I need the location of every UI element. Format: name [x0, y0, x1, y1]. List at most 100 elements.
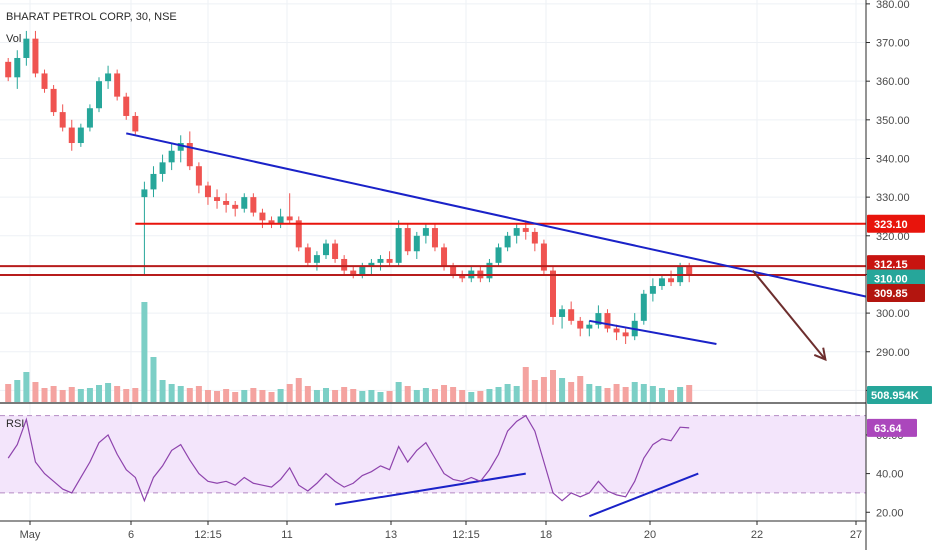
candle-body: [513, 228, 520, 236]
candle-body: [141, 189, 148, 198]
candle-body: [649, 286, 656, 294]
time-label: 20: [644, 529, 656, 541]
candle-body: [686, 266, 693, 275]
price-tag-label: 309.85: [874, 288, 908, 300]
candle-body: [350, 270, 357, 275]
volume-bar: [413, 390, 420, 402]
candle-body: [286, 216, 293, 221]
volume-bar: [68, 387, 75, 402]
time-label: May: [20, 529, 41, 541]
volume-label: Vol: [6, 33, 21, 45]
volume-bar: [286, 384, 293, 402]
volume-bar: [677, 387, 684, 402]
candle-body: [268, 220, 275, 225]
time-label: 12:15: [452, 529, 480, 541]
candle-body: [395, 228, 402, 263]
volume-bar: [631, 382, 638, 402]
price-tick-label: 340.00: [876, 153, 910, 165]
rsi-label: RSI: [6, 418, 24, 430]
volume-bar: [622, 387, 629, 402]
trend-lines: [126, 132, 872, 518]
volume-bar: [14, 380, 21, 402]
candle-body: [550, 270, 556, 317]
candle-body: [132, 115, 139, 132]
candle-body: [341, 258, 348, 271]
volume-bar: [649, 386, 656, 402]
time-label: 12:15: [194, 529, 222, 541]
volume-bar: [186, 388, 193, 402]
volume-bar: [559, 378, 566, 402]
candle-body: [323, 243, 329, 256]
candle-body: [96, 81, 102, 109]
volume-bar: [368, 390, 375, 402]
price-tag-label: 312.15: [874, 259, 908, 271]
price-tag-label: 323.10: [874, 219, 908, 231]
candle-body: [658, 278, 665, 287]
volume-bar: [223, 389, 230, 402]
candle-body: [586, 324, 593, 329]
volume-bar: [23, 372, 30, 402]
candle-body: [613, 328, 620, 333]
price-tag: [867, 214, 925, 233]
candle-body: [50, 88, 57, 113]
volume-bar: [86, 388, 93, 402]
time-label: 27: [850, 529, 862, 541]
volume-bar: [59, 390, 66, 402]
candle-body: [186, 143, 193, 167]
volume-bar: [141, 302, 148, 402]
volume-bar: [168, 384, 175, 402]
candle-body: [450, 266, 457, 275]
volume-bar: [232, 392, 239, 402]
forecast-arrow-head: [813, 347, 827, 362]
chart-title: BHARAT PETROL CORP, 30, NSE: [6, 11, 177, 23]
candle-body: [604, 313, 611, 329]
price-tick-label: 380.00: [876, 0, 910, 11]
price-tag: [867, 255, 925, 274]
candle-body: [568, 309, 575, 321]
volume-bar: [568, 382, 575, 402]
candle-body: [422, 228, 429, 236]
candle-body: [59, 112, 66, 128]
candle-body: [359, 266, 366, 275]
volume-bar: [114, 386, 121, 402]
candle-body: [495, 247, 502, 263]
candle-body: [277, 216, 284, 225]
time-label: 22: [751, 529, 763, 541]
candle-body: [223, 201, 230, 205]
volume-bar: [341, 387, 348, 402]
rsi-line: [7, 414, 690, 503]
candle-body: [232, 204, 239, 209]
time-label: 11: [281, 529, 292, 541]
volume-bar: [577, 376, 584, 402]
time-label: 13: [385, 529, 397, 541]
volume-bar: [550, 370, 556, 402]
volume-bar: [41, 388, 48, 402]
candle-body: [5, 61, 12, 78]
candle-body: [177, 143, 184, 151]
volume-bar: [277, 389, 284, 402]
candle-body: [204, 185, 211, 198]
volume-bar: [350, 389, 357, 402]
candle-body: [313, 255, 320, 263]
candle-body: [105, 73, 112, 82]
candle-body: [304, 247, 311, 263]
forecast-arrow: [751, 269, 827, 361]
price-tick-label: 350.00: [876, 115, 910, 127]
volume-bar: [422, 388, 429, 402]
price-tag: [867, 284, 925, 303]
volume-bar: [613, 384, 620, 402]
volume-tag-label: 508.954K: [871, 390, 919, 402]
rsi-tick-label: 20.00: [876, 507, 904, 519]
candle-body: [14, 57, 21, 78]
volume-bar: [304, 386, 311, 402]
horizontal-levels: [0, 222, 866, 277]
volume-bar: [495, 387, 502, 402]
candle-body: [241, 197, 248, 209]
candle-body: [123, 96, 130, 116]
volume-bar: [5, 384, 12, 402]
candle-body: [41, 73, 48, 89]
price-tick-label: 290.00: [876, 347, 910, 359]
price-tick-label: 360.00: [876, 76, 910, 88]
volume-bars: [5, 302, 693, 402]
volume-bar: [132, 388, 139, 402]
